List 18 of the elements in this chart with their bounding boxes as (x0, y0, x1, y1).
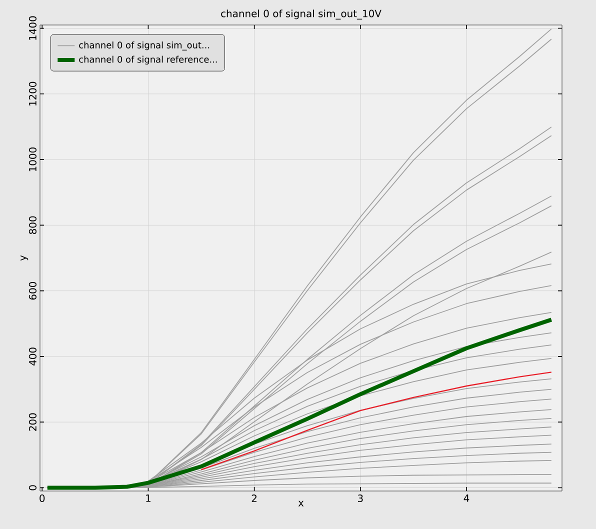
y-tick-label: 1000 (28, 148, 36, 172)
y-tick-label: 400 (28, 348, 36, 366)
legend-label: channel 0 of signal sim_out... (79, 42, 210, 50)
y-tick-label: 1400 (28, 16, 36, 40)
y-tick-label: 200 (28, 413, 36, 431)
y-tick-label: 800 (28, 216, 36, 234)
y-tick-label: 0 (28, 485, 36, 490)
x-tick-label: 4 (464, 494, 470, 502)
x-tick-label: 1 (146, 494, 150, 502)
x-axis-title: x (298, 500, 304, 506)
y-tick-label: 1200 (28, 82, 36, 106)
x-tick-label: 2 (252, 494, 256, 502)
y-tick-label: 600 (28, 282, 36, 300)
y-axis-title: y (20, 255, 28, 261)
legend-label: channel 0 of signal reference... (79, 56, 217, 64)
x-tick-label: 0 (40, 494, 45, 502)
chart-title: channel 0 of signal sim_out_10V (221, 10, 382, 20)
x-tick-label: 3 (358, 494, 363, 502)
